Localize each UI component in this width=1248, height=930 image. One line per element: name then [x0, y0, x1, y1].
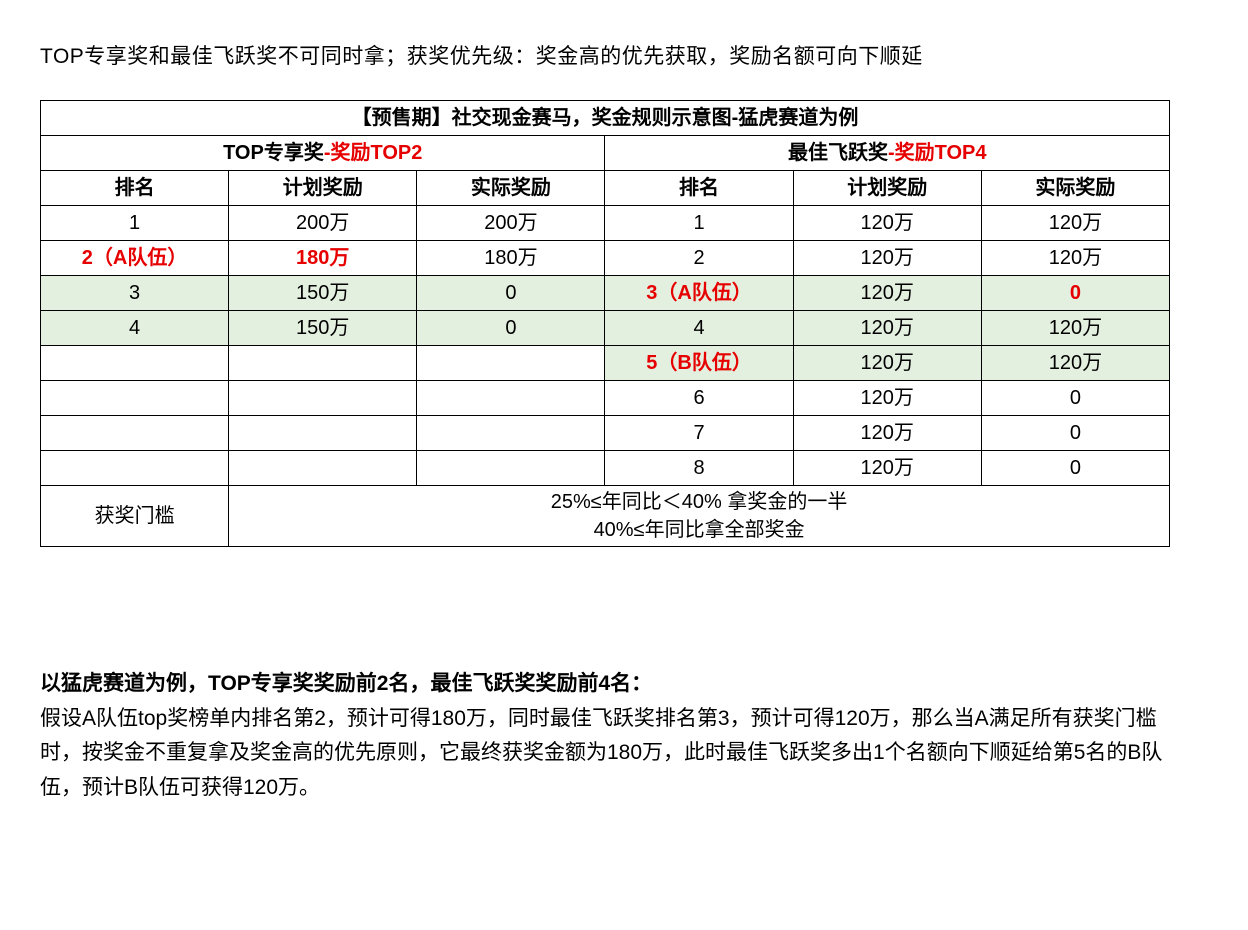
- table-row: 2（A队伍）180万180万2120万120万: [41, 241, 1170, 276]
- example-heading: 以猛虎赛道为例，TOP专享奖奖励前2名，最佳飞跃奖奖励前4名：: [40, 667, 1170, 702]
- right-actual: 0: [981, 451, 1169, 486]
- left-rank: 4: [41, 311, 229, 346]
- left-actual: 0: [417, 311, 605, 346]
- left-plan: 150万: [229, 311, 417, 346]
- table-row: 5（B队伍）120万120万: [41, 346, 1170, 381]
- right-rank: 6: [605, 381, 793, 416]
- left-actual: 0: [417, 276, 605, 311]
- table-row: TOP专享奖-奖励TOP2最佳飞跃奖-奖励TOP4: [41, 136, 1170, 171]
- right-actual: 0: [981, 276, 1169, 311]
- left-section-header: TOP专享奖-奖励TOP2: [41, 136, 605, 171]
- right-plan: 120万: [793, 241, 981, 276]
- right-section-header: 最佳飞跃奖-奖励TOP4: [605, 136, 1170, 171]
- right-plan: 120万: [793, 416, 981, 451]
- table-row: 3150万03（A队伍）120万0: [41, 276, 1170, 311]
- left-rank: 1: [41, 206, 229, 241]
- table-row: 8120万0: [41, 451, 1170, 486]
- left-rank: [41, 416, 229, 451]
- example-body: 假设A队伍top奖榜单内排名第2，预计可得180万，同时最佳飞跃奖排名第3，预计…: [40, 702, 1170, 806]
- right-rank: 2: [605, 241, 793, 276]
- table-row: 1200万200万1120万120万: [41, 206, 1170, 241]
- col-actual-right: 实际奖励: [981, 171, 1169, 206]
- col-rank-right: 排名: [605, 171, 793, 206]
- left-rank: 2（A队伍）: [41, 241, 229, 276]
- left-plan: [229, 451, 417, 486]
- right-plan: 120万: [793, 311, 981, 346]
- table-row: 获奖门槛25%≤年同比＜40% 拿奖金的一半40%≤年同比拿全部奖金: [41, 486, 1170, 547]
- left-actual: [417, 381, 605, 416]
- top-note: TOP专享奖和最佳飞跃奖不可同时拿；获奖优先级：奖金高的优先获取，奖励名额可向下…: [40, 40, 1208, 70]
- threshold-text: 25%≤年同比＜40% 拿奖金的一半40%≤年同比拿全部奖金: [229, 486, 1170, 547]
- table-row: 6120万0: [41, 381, 1170, 416]
- left-actual: [417, 346, 605, 381]
- right-actual: 120万: [981, 241, 1169, 276]
- left-rank: [41, 381, 229, 416]
- left-plan: 150万: [229, 276, 417, 311]
- threshold-label: 获奖门槛: [41, 486, 229, 547]
- prize-table: 【预售期】社交现金赛马，奖金规则示意图-猛虎赛道为例TOP专享奖-奖励TOP2最…: [40, 100, 1170, 547]
- right-actual: 0: [981, 416, 1169, 451]
- right-plan: 120万: [793, 451, 981, 486]
- right-plan: 120万: [793, 346, 981, 381]
- col-plan-left: 计划奖励: [229, 171, 417, 206]
- table-row: 4150万04120万120万: [41, 311, 1170, 346]
- left-actual: [417, 416, 605, 451]
- right-rank: 8: [605, 451, 793, 486]
- table-title: 【预售期】社交现金赛马，奖金规则示意图-猛虎赛道为例: [41, 101, 1170, 136]
- left-actual: 200万: [417, 206, 605, 241]
- table-row: 7120万0: [41, 416, 1170, 451]
- right-plan: 120万: [793, 381, 981, 416]
- right-rank: 3（A队伍）: [605, 276, 793, 311]
- left-plan: [229, 381, 417, 416]
- right-actual: 120万: [981, 206, 1169, 241]
- left-rank: 3: [41, 276, 229, 311]
- left-actual: [417, 451, 605, 486]
- left-plan: 180万: [229, 241, 417, 276]
- right-rank: 7: [605, 416, 793, 451]
- right-rank: 1: [605, 206, 793, 241]
- col-plan-right: 计划奖励: [793, 171, 981, 206]
- right-plan: 120万: [793, 276, 981, 311]
- right-actual: 120万: [981, 346, 1169, 381]
- left-rank: [41, 451, 229, 486]
- right-plan: 120万: [793, 206, 981, 241]
- col-rank-left: 排名: [41, 171, 229, 206]
- table-row: 排名计划奖励实际奖励排名计划奖励实际奖励: [41, 171, 1170, 206]
- left-plan: [229, 346, 417, 381]
- right-actual: 120万: [981, 311, 1169, 346]
- right-rank: 4: [605, 311, 793, 346]
- left-plan: 200万: [229, 206, 417, 241]
- right-actual: 0: [981, 381, 1169, 416]
- left-rank: [41, 346, 229, 381]
- example-block: 以猛虎赛道为例，TOP专享奖奖励前2名，最佳飞跃奖奖励前4名： 假设A队伍top…: [40, 667, 1170, 806]
- right-rank: 5（B队伍）: [605, 346, 793, 381]
- left-actual: 180万: [417, 241, 605, 276]
- table-row: 【预售期】社交现金赛马，奖金规则示意图-猛虎赛道为例: [41, 101, 1170, 136]
- left-plan: [229, 416, 417, 451]
- col-actual-left: 实际奖励: [417, 171, 605, 206]
